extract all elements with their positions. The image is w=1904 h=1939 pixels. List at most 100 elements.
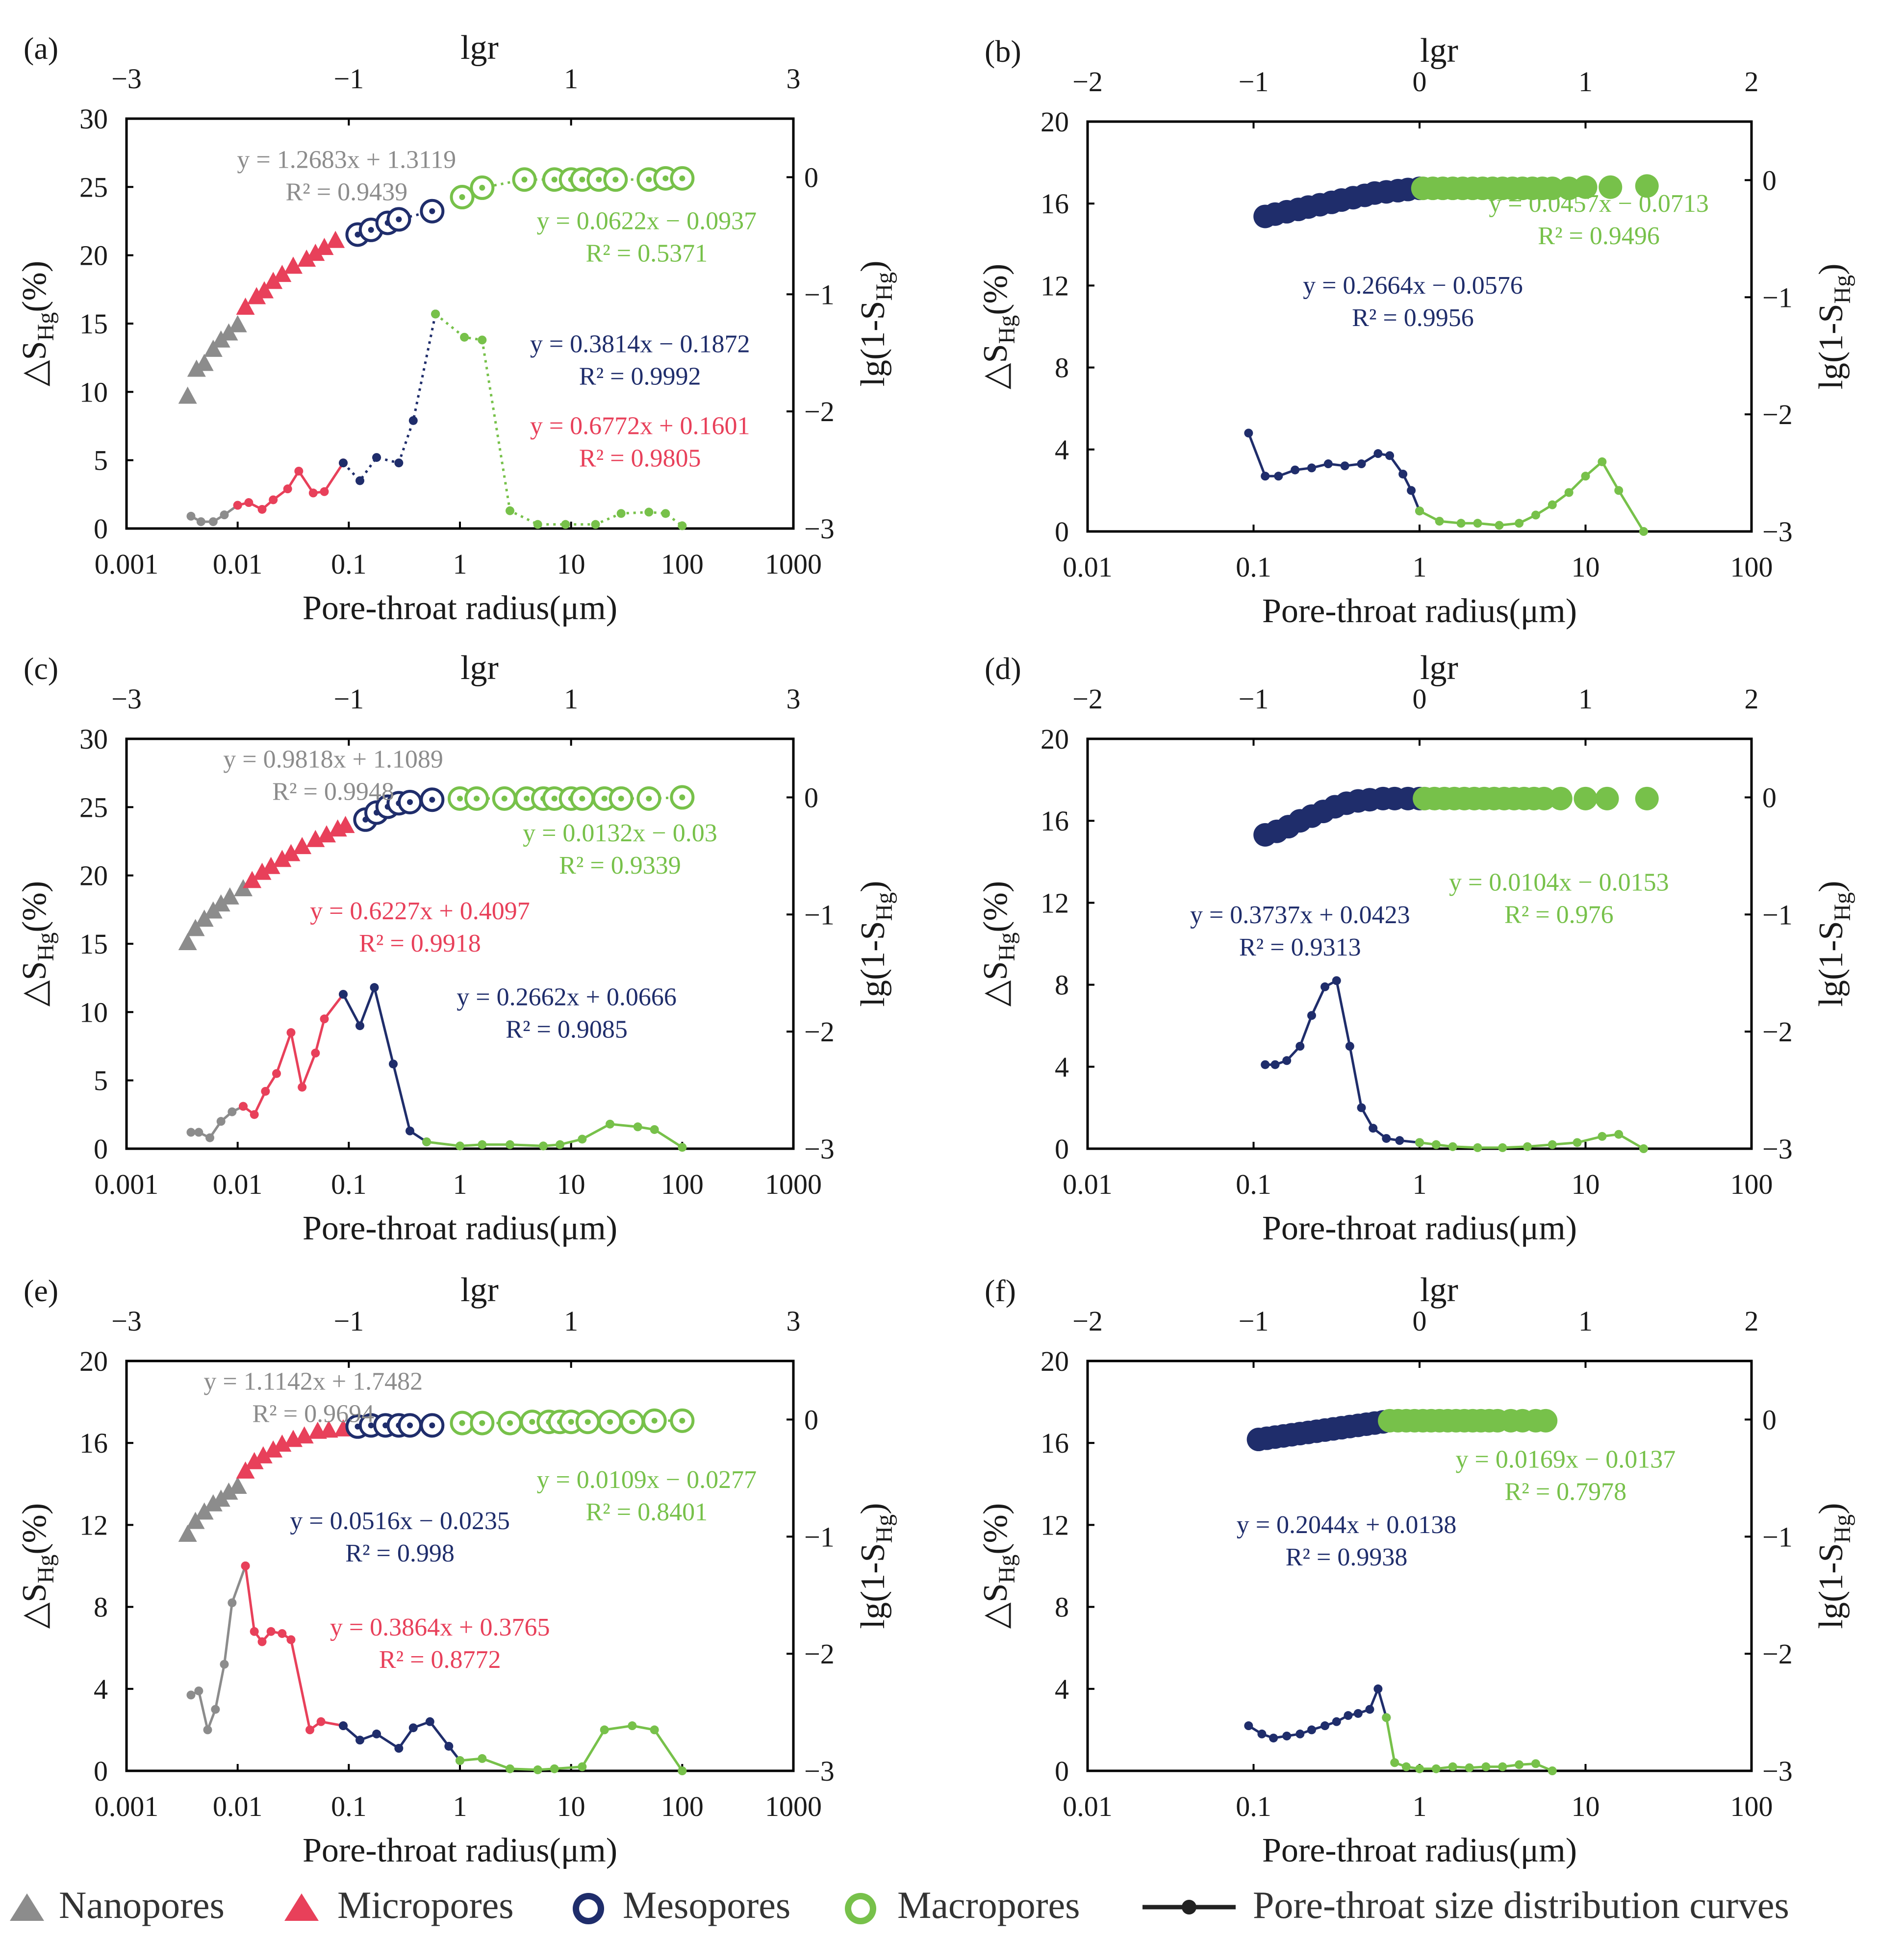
y-left-axis-title: △SHg(%)	[16, 881, 59, 1007]
psd-point-meso	[339, 1721, 348, 1731]
psd-point-meso	[1291, 465, 1300, 475]
scatter-ring-core-macro	[459, 1420, 465, 1426]
y-left-tick-label: 5	[94, 445, 108, 477]
psd-point-macro	[1415, 1138, 1424, 1147]
scatter-triangle-nano	[228, 1476, 247, 1494]
equation-macro: y = 0.0132x − 0.03	[523, 819, 717, 847]
top-tick-label: 1	[1578, 66, 1593, 98]
r2-micro: R² = 0.8772	[379, 1646, 501, 1674]
scatter-triangle-nano	[178, 1524, 197, 1542]
y-right-axis-title: lg(1-SHg)	[1812, 1503, 1855, 1629]
psd-point-meso	[1307, 1725, 1316, 1735]
r2-nano: R² = 0.9439	[285, 178, 407, 206]
psd-point-nano	[228, 1107, 237, 1116]
y-right-tick-label: −2	[804, 1638, 835, 1670]
psd-point-meso	[444, 1741, 454, 1751]
r2-meso: R² = 0.9992	[579, 363, 701, 391]
psd-point-nano	[194, 1686, 203, 1695]
scatter-ring-core-macro	[521, 176, 528, 183]
x-tick-label: 10	[1572, 551, 1600, 583]
psd-point-micro	[233, 501, 242, 510]
scatter-ring-core-meso	[355, 231, 361, 238]
scatter-ring-core-macro	[679, 1417, 685, 1424]
r2-macro: R² = 0.7978	[1505, 1478, 1627, 1506]
x-tick-label: 0.01	[213, 1790, 263, 1822]
psd-point-meso	[1323, 459, 1333, 469]
psd-point-macro	[616, 509, 626, 518]
psd-point-macro	[1435, 517, 1444, 526]
psd-point-meso	[1373, 449, 1383, 458]
scatter-dot-macro	[1540, 176, 1564, 201]
y-left-title-part: △S	[977, 1583, 1015, 1629]
psd-point-micro	[261, 1086, 270, 1096]
psd-point-micro	[278, 1629, 287, 1638]
y-left-tick-label: 20	[1041, 1345, 1069, 1377]
r2-meso: R² = 0.9085	[506, 1015, 628, 1043]
y-left-tick-label: 0	[1055, 516, 1069, 548]
top-tick-label: 2	[1745, 1305, 1759, 1337]
psd-point-meso	[1295, 1042, 1305, 1051]
y-left-title-part: Hg	[994, 932, 1020, 961]
y-right-tick-label: −2	[804, 1016, 835, 1048]
y-right-title-part: lg(1-S	[854, 301, 892, 386]
equation-macro: y = 0.0622x − 0.0937	[536, 207, 757, 235]
psd-point-micro	[308, 488, 318, 498]
y-left-tick-label: 12	[1041, 1509, 1069, 1541]
r2-macro: R² = 0.976	[1504, 901, 1614, 929]
scatter-ring-core-macro	[596, 176, 602, 183]
y-right-tick-label: −1	[804, 278, 835, 310]
legend-psd-dot	[1182, 1900, 1196, 1914]
y-right-tick-label: −3	[1762, 516, 1793, 548]
x-tick-label: 1	[453, 1168, 467, 1200]
psd-point-meso	[1270, 1060, 1280, 1069]
y-right-tick-label: 0	[1762, 1404, 1777, 1435]
scatter-triangle-micro	[284, 256, 303, 274]
top-tick-label: 1	[1578, 1305, 1593, 1337]
psd-curve-micro	[244, 1565, 344, 1731]
psd-point-macro	[561, 520, 570, 529]
scatter-ring-core-macro	[646, 795, 652, 802]
x-tick-label: 0.01	[1063, 551, 1113, 583]
equation-meso: y = 0.2664x − 0.0576	[1303, 272, 1523, 300]
scatter-ring-core-macro	[507, 1420, 513, 1426]
y-left-tick-label: 5	[94, 1065, 108, 1097]
scatter-ring-core-macro	[679, 794, 685, 801]
psd-curve-meso	[1247, 432, 1421, 512]
y-right-tick-label: −3	[1762, 1133, 1793, 1165]
psd-point-meso	[372, 1729, 381, 1738]
scatter-ring-core-meso	[407, 799, 413, 805]
scatter-ring-core-macro	[601, 795, 608, 802]
scatter-ring-core-meso	[407, 1422, 413, 1429]
y-right-title-part: Hg	[871, 1514, 897, 1543]
psd-point-meso	[372, 453, 381, 462]
x-tick-label: 0.001	[95, 1790, 159, 1822]
scatter-ring-core-meso	[368, 1422, 374, 1429]
y-left-tick-label: 15	[79, 308, 108, 340]
scatter-ring-core-macro	[679, 175, 685, 181]
scatter-ring-core-macro	[618, 795, 624, 802]
psd-point-macro	[1448, 1142, 1457, 1151]
top-axis-title: lgr	[1420, 649, 1458, 687]
y-left-tick-label: 4	[94, 1673, 108, 1705]
psd-point-micro	[239, 1102, 248, 1111]
x-tick-label: 1000	[765, 548, 822, 580]
psd-point-macro	[650, 1125, 659, 1134]
x-tick-label: 10	[557, 1790, 585, 1822]
equation-nano: y = 1.2683x + 1.3119	[237, 146, 456, 174]
psd-point-meso	[1357, 1103, 1366, 1112]
scatter-ring-core-macro	[524, 795, 530, 802]
equation-macro: y = 0.0169x − 0.0137	[1456, 1445, 1676, 1473]
scatter-ring-core-macro	[646, 176, 652, 183]
psd-curve-nano	[190, 1565, 247, 1731]
scatter-dot-macro	[1599, 175, 1623, 199]
psd-point-macro	[1382, 1713, 1391, 1722]
y-left-tick-label: 12	[1041, 270, 1069, 302]
y-right-tick-label: −3	[804, 1755, 835, 1787]
psd-point-meso	[425, 1717, 434, 1726]
y-right-title-part: )	[854, 881, 892, 892]
psd-point-macro	[1448, 1762, 1457, 1771]
psd-point-macro	[650, 1725, 659, 1735]
y-left-tick-label: 8	[1055, 1591, 1069, 1623]
scatter-dot-macro	[1635, 786, 1659, 810]
x-tick-label: 0.01	[213, 548, 263, 580]
